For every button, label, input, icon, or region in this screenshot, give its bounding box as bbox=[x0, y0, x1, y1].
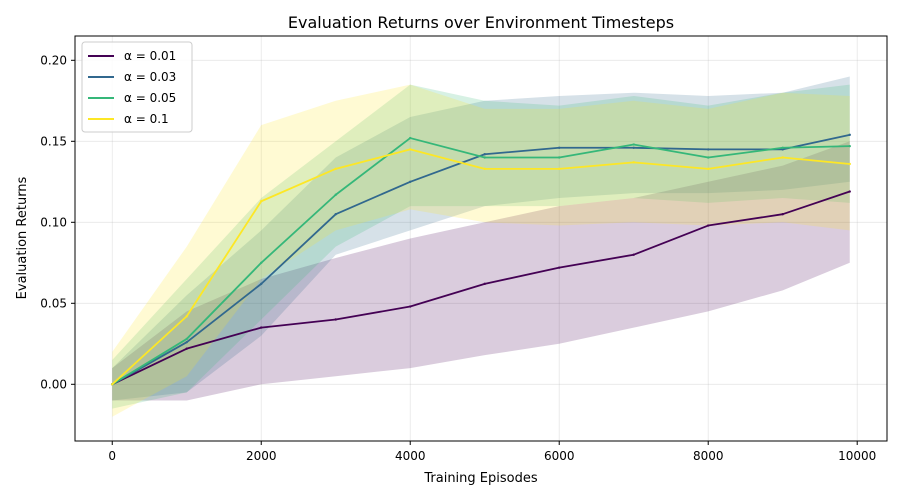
legend-label: α = 0.1 bbox=[124, 112, 169, 126]
series-3-point bbox=[409, 148, 412, 151]
x-tick-label: 0 bbox=[108, 449, 116, 463]
series-1-point bbox=[558, 146, 561, 149]
y-tick-label: 0.20 bbox=[40, 53, 67, 67]
series-2-point bbox=[334, 193, 337, 196]
series-2-point bbox=[409, 136, 412, 140]
series-1-confidence-band bbox=[112, 76, 850, 401]
y-axis-label: Evaluation Returns bbox=[15, 176, 30, 299]
series-2-point bbox=[483, 156, 486, 159]
series-1-point bbox=[260, 282, 263, 286]
y-tick-label: 0.15 bbox=[40, 134, 67, 148]
series-1-point bbox=[848, 133, 851, 137]
x-tick-label: 10000 bbox=[838, 449, 876, 463]
legend: α = 0.01 α = 0.03 α = 0.05 α = 0.1 bbox=[81, 41, 193, 133]
series-0-point bbox=[409, 305, 412, 308]
y-tick-label: 0.10 bbox=[40, 215, 67, 229]
series-1-point bbox=[185, 340, 188, 344]
series-1-point bbox=[632, 146, 635, 149]
legend-label: α = 0.03 bbox=[124, 70, 176, 84]
series-3-point bbox=[185, 315, 188, 318]
chart-title: Evaluation Returns over Environment Time… bbox=[288, 13, 674, 32]
x-tick-label: 8000 bbox=[693, 449, 724, 463]
series-3-point bbox=[558, 167, 561, 171]
x-tick-label: 6000 bbox=[544, 449, 575, 463]
series-0-point bbox=[707, 224, 710, 227]
x-tick-label: 2000 bbox=[246, 449, 277, 463]
legend-label: α = 0.05 bbox=[124, 91, 176, 105]
series-2-point bbox=[558, 156, 561, 159]
series-1-point bbox=[409, 180, 412, 183]
grid bbox=[75, 36, 887, 441]
x-tick-label: 4000 bbox=[395, 449, 426, 463]
series-0-confidence-band bbox=[112, 141, 850, 401]
series-0-point bbox=[781, 213, 784, 216]
series-lines bbox=[111, 133, 851, 386]
series-3-point bbox=[111, 383, 114, 386]
series-0-point bbox=[334, 318, 337, 321]
series-1-point bbox=[707, 148, 710, 151]
series-2-point bbox=[781, 146, 784, 149]
series-3-point bbox=[260, 200, 263, 203]
series-0-point bbox=[558, 266, 561, 269]
series-2-point bbox=[185, 337, 188, 341]
series-0-point bbox=[848, 190, 851, 193]
series-0-point bbox=[483, 282, 486, 286]
series-3-point bbox=[848, 162, 851, 166]
series-3-point bbox=[781, 156, 784, 159]
y-tick-label: 0.05 bbox=[40, 296, 67, 310]
series-1-point bbox=[334, 213, 337, 216]
series-3-point bbox=[632, 161, 635, 164]
axis-ticks: 0 2000 4000 6000 8000 10000 0.00 0.05 0.10 0.15 0.… bbox=[40, 53, 876, 463]
series-3-point bbox=[483, 167, 486, 171]
series-0-point bbox=[260, 326, 263, 329]
series-2-point bbox=[848, 144, 851, 148]
series-1-point bbox=[483, 153, 486, 156]
series-3-point bbox=[334, 167, 337, 171]
plot-frame bbox=[74, 35, 888, 442]
series-0-point bbox=[632, 253, 635, 256]
legend-box bbox=[81, 41, 193, 133]
series-3-point bbox=[707, 167, 710, 171]
x-axis-label: Training Episodes bbox=[423, 471, 537, 486]
legend-label: α = 0.01 bbox=[124, 49, 176, 63]
series-0-point bbox=[185, 347, 188, 350]
y-tick-label: 0.00 bbox=[40, 377, 67, 391]
series-2-point bbox=[260, 261, 263, 264]
series-3-confidence-band bbox=[112, 84, 850, 417]
series-2-point bbox=[707, 156, 710, 159]
series-2-point bbox=[632, 143, 635, 146]
